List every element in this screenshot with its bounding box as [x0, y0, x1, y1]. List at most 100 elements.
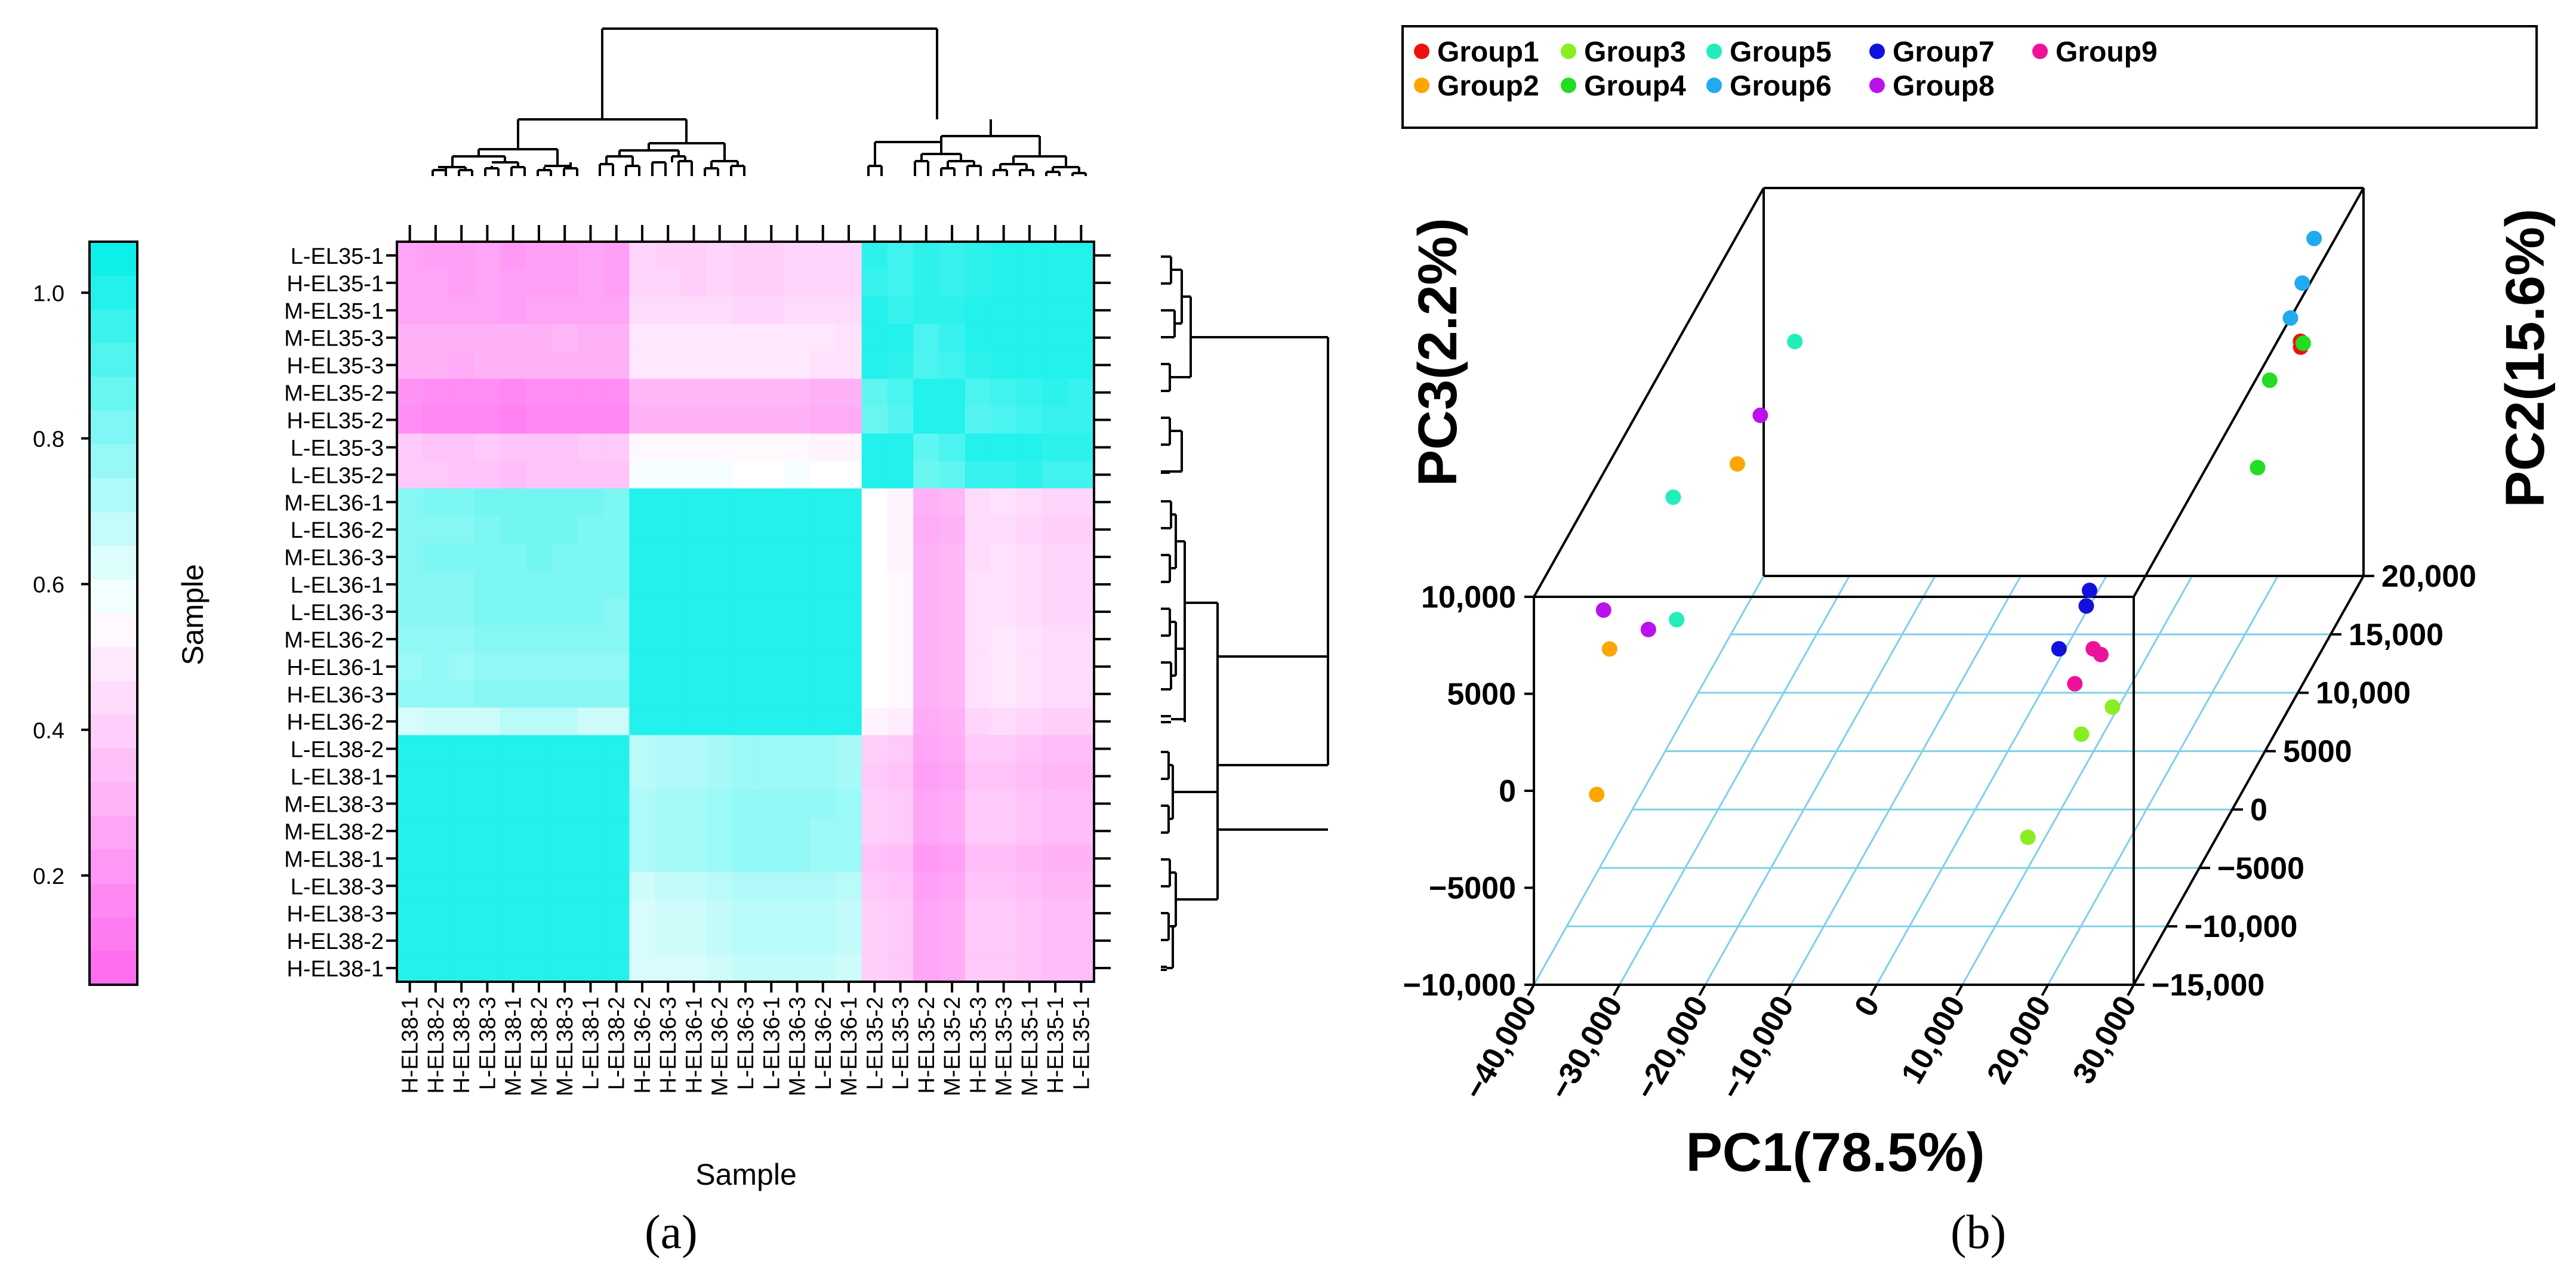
heatmap-cell [551, 406, 578, 434]
heatmap-cell [990, 899, 1017, 927]
heatmap-cell [1068, 872, 1095, 900]
heatmap-cell [810, 406, 837, 434]
heatmap-cells [397, 242, 1095, 982]
heatmap-cell [1016, 872, 1043, 900]
heatmap-cell [913, 598, 940, 626]
heatmap-cell [603, 351, 630, 380]
heatmap-cell [397, 323, 423, 352]
heatmap-cell [397, 598, 423, 626]
heatmap-cell [707, 378, 733, 407]
legend-label: Group1 [1437, 36, 1539, 68]
heatmap-cell [836, 571, 862, 599]
heatmap-cell [887, 680, 914, 708]
colorbar-step [90, 883, 137, 918]
heatmap-panel: 1.00.80.60.40.2 Sample L-EL35-1H-EL35-1M… [33, 27, 1329, 1191]
pca-point [2282, 310, 2298, 326]
pca-point [2081, 582, 2097, 599]
heatmap-cell [680, 433, 707, 462]
heatmap-cell [500, 844, 526, 873]
heatmap-cell [784, 433, 811, 462]
heatmap-cell [500, 735, 526, 763]
heatmap-cell [577, 269, 604, 297]
heatmap-cell [810, 954, 837, 982]
heatmap-cell [913, 954, 940, 982]
pca-point [2261, 372, 2278, 389]
heatmap-cell [1016, 625, 1043, 654]
column-label: L-EL38-2 [605, 997, 630, 1090]
heatmap-cell [423, 543, 449, 571]
heatmap-cell [990, 488, 1017, 516]
heatmap-cell [655, 707, 682, 736]
row-ticks-right [386, 254, 1111, 970]
heatmap-cell [629, 927, 656, 955]
heatmap-cell [526, 954, 553, 982]
heatmap-cell [861, 242, 888, 270]
heatmap-cell [603, 844, 630, 873]
heatmap-cell [577, 954, 604, 982]
heatmap-cell [810, 790, 837, 818]
heatmap-cell [1016, 652, 1043, 681]
heatmap-cell [758, 817, 785, 845]
heatmap-cell [887, 488, 914, 516]
heatmap-cell [836, 516, 862, 544]
heatmap-cell [810, 735, 837, 763]
heatmap-cell [1042, 242, 1069, 270]
heatmap-cell [732, 378, 759, 407]
pca-point [1669, 612, 1685, 628]
heatmap-cell [1016, 790, 1043, 818]
heatmap-cell [474, 652, 501, 681]
heatmap-cell [423, 707, 449, 736]
heatmap-cell [680, 790, 707, 818]
heatmap-cell [836, 680, 862, 708]
heatmap-cell [758, 790, 785, 818]
heatmap-cell [965, 707, 991, 736]
row-label: H-EL35-2 [286, 409, 384, 434]
heatmap-cell [1016, 406, 1043, 434]
heatmap-cell [551, 680, 578, 708]
heatmap-cell [861, 680, 888, 708]
heatmap-cell [655, 433, 682, 462]
colorbar-step [90, 748, 137, 783]
heatmap-cell [577, 790, 604, 818]
heatmap-cell [423, 351, 449, 380]
heatmap-cell [680, 872, 707, 900]
colorbar-step [90, 511, 137, 546]
heatmap-cell [861, 406, 888, 434]
heatmap-cell [423, 625, 449, 654]
heatmap-cell [551, 927, 578, 955]
heatmap-cell [655, 735, 682, 763]
heatmap-cell [732, 954, 759, 982]
heatmap-cell [474, 488, 501, 516]
heatmap-cell [1016, 269, 1043, 297]
heatmap-cell [913, 433, 940, 462]
heatmap-cell [784, 269, 811, 297]
colorbar-ticks: 1.0 0.8 0.6 0.4 0.2 [33, 281, 90, 889]
heatmap-cell [577, 899, 604, 927]
panel-b-label: (b) [1951, 1206, 2007, 1259]
row-label: L-EL35-1 [291, 244, 384, 269]
heatmap-cell [861, 954, 888, 982]
pc1-axis-label: PC1(78.5%) [1686, 1122, 1985, 1183]
grid-line [1704, 575, 1936, 985]
heatmap-cell [577, 351, 604, 380]
heatmap-cell [397, 351, 423, 380]
pca-point [1787, 334, 1803, 350]
row-label: M-EL35-1 [284, 299, 384, 324]
pca-point [2093, 646, 2109, 662]
heatmap-cell [913, 680, 940, 708]
heatmap-cell [397, 927, 423, 955]
pc1-tick [1527, 984, 1535, 996]
heatmap-cell [810, 844, 837, 873]
heatmap-cell [397, 872, 423, 900]
heatmap-cell [423, 652, 449, 681]
heatmap-cell [526, 707, 553, 736]
heatmap-cell [1016, 762, 1043, 791]
column-label: L-EL35-1 [1069, 997, 1094, 1090]
row-label: L-EL35-3 [291, 436, 384, 461]
pc3-tick-label: −10,000 [1403, 968, 1516, 1003]
pca-point [1601, 641, 1617, 657]
heatmap-cell [500, 927, 526, 955]
heatmap-cell [423, 817, 449, 845]
heatmap-cell [423, 927, 449, 955]
